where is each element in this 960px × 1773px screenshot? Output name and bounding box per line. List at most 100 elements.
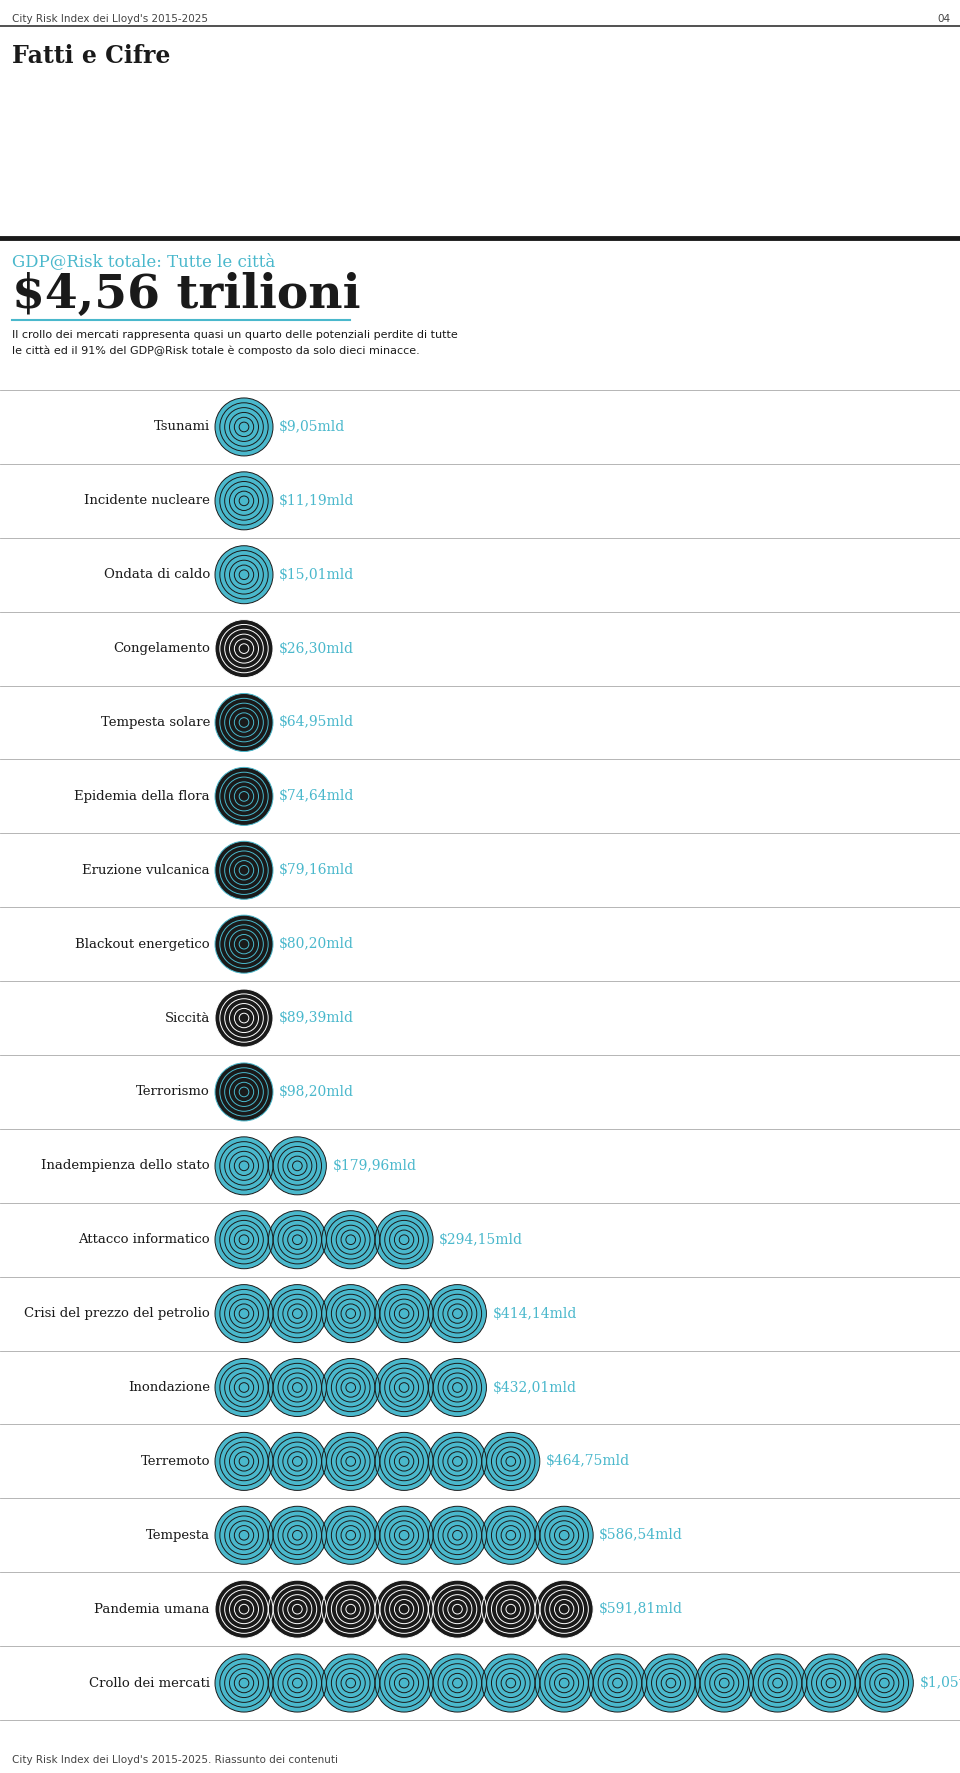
Text: $179,96mld: $179,96mld — [332, 1160, 417, 1172]
Circle shape — [269, 1580, 326, 1638]
Text: $586,54mld: $586,54mld — [599, 1528, 683, 1543]
Text: Crisi del prezzo del petrolio: Crisi del prezzo del petrolio — [24, 1307, 210, 1321]
Text: $464,75mld: $464,75mld — [546, 1454, 630, 1468]
Circle shape — [269, 1433, 326, 1491]
Circle shape — [269, 1285, 326, 1342]
Circle shape — [375, 1580, 433, 1638]
Text: le città ed il 91% del GDP@Risk totale è composto da solo dieci minacce.: le città ed il 91% del GDP@Risk totale è… — [12, 346, 420, 356]
Circle shape — [695, 1654, 754, 1713]
Text: Tempesta: Tempesta — [146, 1528, 210, 1543]
Text: Ondata di caldo: Ondata di caldo — [104, 567, 210, 582]
Text: $4,56 trilioni: $4,56 trilioni — [12, 271, 361, 317]
Text: $1,05trl: $1,05trl — [920, 1675, 960, 1690]
Text: $74,64mld: $74,64mld — [279, 789, 354, 803]
Circle shape — [428, 1507, 487, 1564]
Text: City Risk Index dei Lloyd's 2015-2025. Riassunto dei contenuti: City Risk Index dei Lloyd's 2015-2025. R… — [12, 1755, 338, 1764]
Circle shape — [375, 1433, 433, 1491]
Circle shape — [482, 1507, 540, 1564]
Circle shape — [269, 1358, 326, 1417]
Circle shape — [588, 1654, 646, 1713]
Circle shape — [215, 397, 273, 456]
Circle shape — [215, 1580, 273, 1638]
Text: Tempesta solare: Tempesta solare — [101, 716, 210, 729]
Text: Congelamento: Congelamento — [113, 642, 210, 654]
Text: $80,20mld: $80,20mld — [279, 938, 354, 950]
Circle shape — [322, 1285, 380, 1342]
Circle shape — [428, 1433, 487, 1491]
Text: City Risk Index dei Lloyd's 2015-2025: City Risk Index dei Lloyd's 2015-2025 — [12, 14, 208, 25]
Circle shape — [322, 1654, 380, 1713]
Text: GDP@Risk totale: Tutte le città: GDP@Risk totale: Tutte le città — [12, 254, 276, 269]
Circle shape — [749, 1654, 806, 1713]
Circle shape — [269, 1211, 326, 1269]
Circle shape — [269, 1136, 326, 1195]
Text: 04: 04 — [937, 14, 950, 25]
Text: Inadempienza dello stato: Inadempienza dello stato — [41, 1160, 210, 1172]
Text: Epidemia della flora: Epidemia della flora — [74, 791, 210, 803]
Circle shape — [802, 1654, 860, 1713]
Text: Crollo dei mercati: Crollo dei mercati — [89, 1677, 210, 1690]
Text: $98,20mld: $98,20mld — [279, 1085, 354, 1099]
Circle shape — [535, 1580, 593, 1638]
Text: $11,19mld: $11,19mld — [279, 495, 354, 507]
Circle shape — [215, 1654, 273, 1713]
Circle shape — [482, 1580, 540, 1638]
Circle shape — [322, 1358, 380, 1417]
Circle shape — [269, 1507, 326, 1564]
Text: $432,01mld: $432,01mld — [492, 1381, 576, 1395]
Circle shape — [855, 1654, 913, 1713]
Text: Attacco informatico: Attacco informatico — [79, 1234, 210, 1246]
Circle shape — [482, 1433, 540, 1491]
Circle shape — [375, 1358, 433, 1417]
Circle shape — [322, 1433, 380, 1491]
Circle shape — [428, 1358, 487, 1417]
Text: Siccità: Siccità — [164, 1012, 210, 1025]
Text: $15,01mld: $15,01mld — [279, 567, 354, 582]
Text: $79,16mld: $79,16mld — [279, 863, 354, 878]
Circle shape — [642, 1654, 700, 1713]
Circle shape — [215, 1433, 273, 1491]
Circle shape — [215, 693, 273, 752]
Text: Inondazione: Inondazione — [128, 1381, 210, 1394]
Circle shape — [375, 1507, 433, 1564]
Circle shape — [215, 915, 273, 973]
Text: Fatti e Cifre: Fatti e Cifre — [12, 44, 170, 67]
Circle shape — [375, 1211, 433, 1269]
Text: Incidente nucleare: Incidente nucleare — [84, 495, 210, 507]
Circle shape — [215, 1507, 273, 1564]
Text: Eruzione vulcanica: Eruzione vulcanica — [83, 863, 210, 878]
Circle shape — [322, 1580, 380, 1638]
Circle shape — [428, 1285, 487, 1342]
Circle shape — [482, 1654, 540, 1713]
Circle shape — [375, 1654, 433, 1713]
Circle shape — [535, 1507, 593, 1564]
Circle shape — [215, 1285, 273, 1342]
Text: $89,39mld: $89,39mld — [279, 1011, 354, 1025]
Text: Pandemia umana: Pandemia umana — [94, 1603, 210, 1615]
Text: Terrorismo: Terrorismo — [136, 1085, 210, 1099]
Circle shape — [269, 1654, 326, 1713]
Circle shape — [215, 1136, 273, 1195]
Circle shape — [428, 1580, 487, 1638]
Text: $591,81mld: $591,81mld — [599, 1603, 684, 1617]
Circle shape — [215, 1358, 273, 1417]
Text: Tsunami: Tsunami — [154, 420, 210, 433]
Circle shape — [215, 546, 273, 605]
Text: $294,15mld: $294,15mld — [439, 1232, 523, 1246]
Circle shape — [215, 619, 273, 677]
Text: $9,05mld: $9,05mld — [279, 420, 346, 434]
Circle shape — [215, 1064, 273, 1121]
Text: $26,30mld: $26,30mld — [279, 642, 354, 656]
Text: $64,95mld: $64,95mld — [279, 716, 354, 729]
Circle shape — [215, 989, 273, 1048]
Circle shape — [215, 1211, 273, 1269]
Circle shape — [215, 840, 273, 899]
Circle shape — [322, 1507, 380, 1564]
Text: Il crollo dei mercati rappresenta quasi un quarto delle potenziali perdite di tu: Il crollo dei mercati rappresenta quasi … — [12, 330, 458, 340]
Text: $414,14mld: $414,14mld — [492, 1307, 577, 1321]
Circle shape — [215, 768, 273, 826]
Text: Blackout energetico: Blackout energetico — [76, 938, 210, 950]
Circle shape — [428, 1654, 487, 1713]
Circle shape — [322, 1211, 380, 1269]
Circle shape — [375, 1285, 433, 1342]
